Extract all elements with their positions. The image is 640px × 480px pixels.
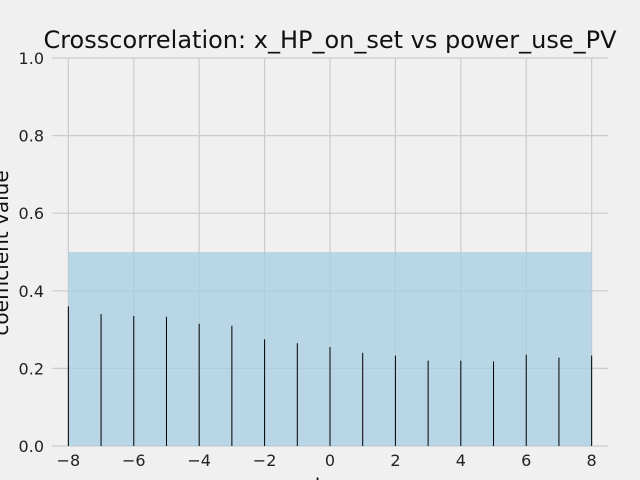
- bar-series: [67, 306, 593, 446]
- y-tick-label: 0.0: [19, 437, 44, 456]
- y-axis-label: coefficient value: [0, 170, 13, 335]
- y-tick-label: 0.4: [19, 282, 44, 301]
- chart-title: Crosscorrelation: x_HP_on_set vs power_u…: [43, 26, 617, 54]
- x-tick-label: −2: [253, 451, 277, 470]
- x-tick-label: 2: [390, 451, 400, 470]
- x-tick-label: 0: [325, 451, 335, 470]
- x-axis-label: lag: [315, 474, 346, 480]
- x-tick-label: 4: [456, 451, 466, 470]
- y-tick-label: 0.6: [19, 204, 44, 223]
- y-tick-label: 0.2: [19, 359, 44, 378]
- x-tick-label: 6: [521, 451, 531, 470]
- x-tick-label: −4: [187, 451, 211, 470]
- x-tick-label: −6: [122, 451, 146, 470]
- y-tick-label: 1.0: [19, 49, 44, 68]
- tick-labels: −8 −6 −4 −2 0 2 4 6 8 0.0 0.2 0.4 0.6 0.8 1.0: [19, 49, 597, 470]
- x-tick-label: 8: [587, 451, 597, 470]
- x-tick-label: −8: [57, 451, 81, 470]
- y-tick-label: 0.8: [19, 127, 44, 146]
